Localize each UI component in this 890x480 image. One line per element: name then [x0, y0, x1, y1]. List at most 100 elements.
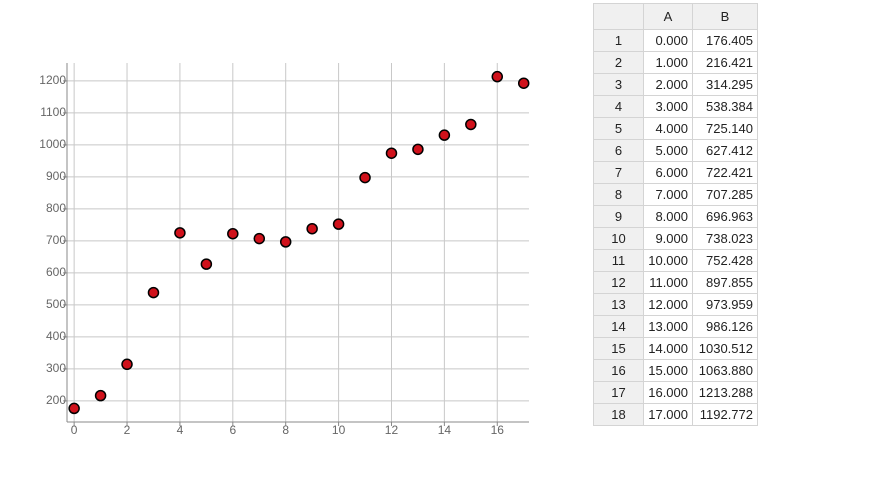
row: 16 15.000 1063.880 [593, 359, 758, 382]
cell: 3 [593, 73, 644, 96]
point [279, 236, 292, 248]
cell: 5.000 [643, 139, 693, 162]
y-tick-label: 1100 [40, 105, 66, 119]
cell: 752.428 [692, 249, 758, 272]
cell: 696.963 [692, 205, 758, 228]
cell: 176.405 [692, 29, 758, 52]
y-tick-label: 600 [46, 265, 66, 279]
point [385, 147, 398, 159]
cell: 9.000 [643, 227, 693, 250]
cell: B [692, 3, 758, 30]
cell: 12.000 [643, 293, 693, 316]
y-tick-label: 1200 [39, 73, 66, 87]
cell: 0.000 [643, 29, 693, 52]
y-tick-label: 900 [46, 169, 66, 183]
cell: 16.000 [643, 381, 693, 404]
cell: 1213.288 [692, 381, 758, 404]
cell: 973.959 [692, 293, 758, 316]
cell: 2 [593, 51, 644, 74]
row: 11 10.000 752.428 [593, 249, 758, 272]
point [200, 258, 213, 270]
row: 9 8.000 696.963 [593, 205, 758, 228]
row: 3 2.000 314.295 [593, 73, 758, 96]
cell: 15 [593, 337, 644, 360]
row: 5 4.000 725.140 [593, 117, 758, 140]
cell: 11.000 [643, 271, 693, 294]
row: 17 16.000 1213.288 [593, 381, 758, 404]
point [147, 286, 160, 299]
x-tick-label: 0 [71, 423, 78, 437]
x-tick-label: 16 [491, 423, 505, 437]
cell: 11 [593, 249, 644, 272]
row: 10 9.000 738.023 [593, 227, 758, 250]
chart: 200 300 400 500 600 700 800 900 1000 1100 1200 0 2 4 6… [39, 63, 530, 437]
cell: 1 [593, 29, 644, 52]
point [68, 402, 80, 415]
x-tick-label: 6 [229, 423, 236, 437]
cell: 6 [593, 139, 644, 162]
point [438, 129, 451, 141]
row: 4 3.000 538.384 [593, 95, 758, 118]
point [412, 143, 424, 156]
row: 1 0.000 176.405 [593, 29, 758, 52]
x-tick-label: 12 [385, 423, 399, 437]
point [491, 70, 504, 83]
point [227, 227, 239, 240]
x-tick-label: 4 [177, 423, 184, 437]
x-tick-label: 10 [332, 423, 346, 437]
row: 2 1.000 216.421 [593, 51, 758, 74]
point [332, 218, 345, 230]
cell: 14.000 [643, 337, 693, 360]
cell: 17.000 [643, 403, 693, 426]
cell: 6.000 [643, 161, 693, 184]
row: 18 17.000 1192.772 [593, 403, 758, 426]
cell: 10.000 [643, 249, 693, 272]
cell: 17 [593, 381, 644, 404]
cell: 13 [593, 293, 644, 316]
y-tick-label: 1000 [39, 137, 66, 151]
cell: 216.421 [692, 51, 758, 74]
cell: 1030.512 [692, 337, 758, 360]
y-tick-label: 700 [46, 233, 66, 247]
cell: 14 [593, 315, 644, 338]
cell: 4.000 [643, 117, 693, 140]
point [121, 358, 133, 371]
cell: 2.000 [643, 73, 693, 96]
cell: 9 [593, 205, 644, 228]
y-tick-label: 800 [46, 201, 66, 215]
cell: 8 [593, 183, 644, 206]
cell: A [643, 3, 693, 30]
point [465, 118, 477, 131]
point [306, 222, 318, 235]
point [253, 232, 266, 245]
cell: 1192.772 [692, 403, 758, 426]
x-tick-label: 2 [124, 423, 131, 437]
point [94, 389, 107, 402]
x-tick-label: 8 [282, 423, 289, 437]
cell: 4 [593, 95, 644, 118]
cell: 7.000 [643, 183, 693, 206]
point [174, 227, 186, 239]
cell: 738.023 [692, 227, 758, 250]
x-tick-label: 14 [438, 423, 452, 437]
cell: 13.000 [643, 315, 693, 338]
row: 14 13.000 986.126 [593, 315, 758, 338]
cell: 8.000 [643, 205, 693, 228]
y-tick-label: 200 [46, 393, 66, 407]
spreadsheet: A B 1 0.000 176.405 2 1.000 216.421 3 2.000 314.29… [593, 3, 758, 426]
cell: 707.285 [692, 183, 758, 206]
y-tick-label: 300 [46, 361, 66, 375]
row: 13 12.000 973.959 [593, 293, 758, 316]
cell: 16 [593, 359, 644, 382]
cell: 15.000 [643, 359, 693, 382]
cell: 986.126 [692, 315, 758, 338]
cell: 1.000 [643, 51, 693, 74]
cell: 1063.880 [692, 359, 758, 382]
cell: 314.295 [692, 73, 758, 96]
cell: 897.855 [692, 271, 758, 294]
cell: 12 [593, 271, 644, 294]
cell: 18 [593, 403, 644, 426]
cell [593, 3, 644, 30]
row: 15 14.000 1030.512 [593, 337, 758, 360]
